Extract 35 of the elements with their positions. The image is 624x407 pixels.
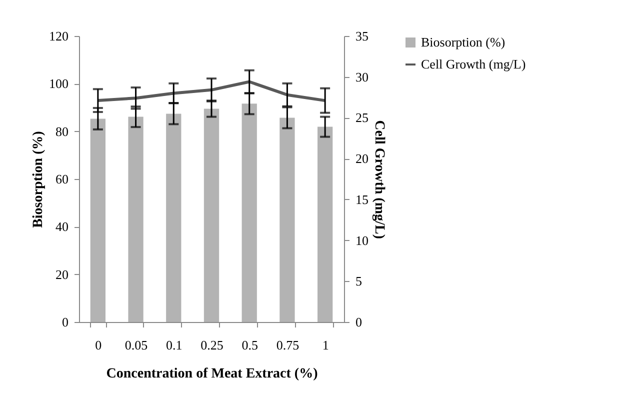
y-tick-label: 40 xyxy=(56,219,68,234)
y-tick-label: 60 xyxy=(56,172,68,186)
y-tick-label: 100 xyxy=(49,76,68,92)
bar xyxy=(242,104,257,322)
y-tick-label: 20 xyxy=(56,266,68,282)
y-tick-label: 0 xyxy=(62,314,68,330)
y2-tick-label: 20 xyxy=(356,151,368,166)
y2-tick-label: 5 xyxy=(356,274,362,289)
x-tick-label: 0.75 xyxy=(276,338,300,352)
x-tick-label: 0.05 xyxy=(124,338,148,352)
y2-tick-label: 25 xyxy=(356,110,368,126)
bar xyxy=(128,116,144,322)
y2-tick-label: 35 xyxy=(356,28,368,44)
bar xyxy=(280,118,295,322)
y-tick-label: 120 xyxy=(49,28,68,44)
x-axis-title: Concentration of Meat Extract (%) xyxy=(106,366,318,382)
y-tick-label: 80 xyxy=(56,124,68,139)
bar xyxy=(318,126,333,322)
y2-tick-label: 30 xyxy=(356,69,368,84)
bar xyxy=(204,108,220,322)
x-tick-label: 0 xyxy=(95,338,102,352)
y-axis-title: Biosorption (%) xyxy=(31,130,46,228)
x-tick-label: 1 xyxy=(322,338,329,352)
bar xyxy=(90,118,106,322)
x-tick-label: 0.1 xyxy=(166,338,182,352)
y2-axis-title: Cell Growth (mg/L) xyxy=(372,120,386,240)
x-tick-label: 0.25 xyxy=(200,338,224,352)
y2-tick-label: 15 xyxy=(356,192,368,207)
bar xyxy=(166,114,182,322)
y2-tick-label: 0 xyxy=(356,314,362,330)
y2-tick-label: 10 xyxy=(356,232,368,248)
legend-label: Cell Growth (mg/L) xyxy=(421,56,526,72)
line-series xyxy=(96,80,327,102)
legend-label: Biosorption (%) xyxy=(421,34,506,50)
x-tick-label: 0.5 xyxy=(242,338,258,352)
